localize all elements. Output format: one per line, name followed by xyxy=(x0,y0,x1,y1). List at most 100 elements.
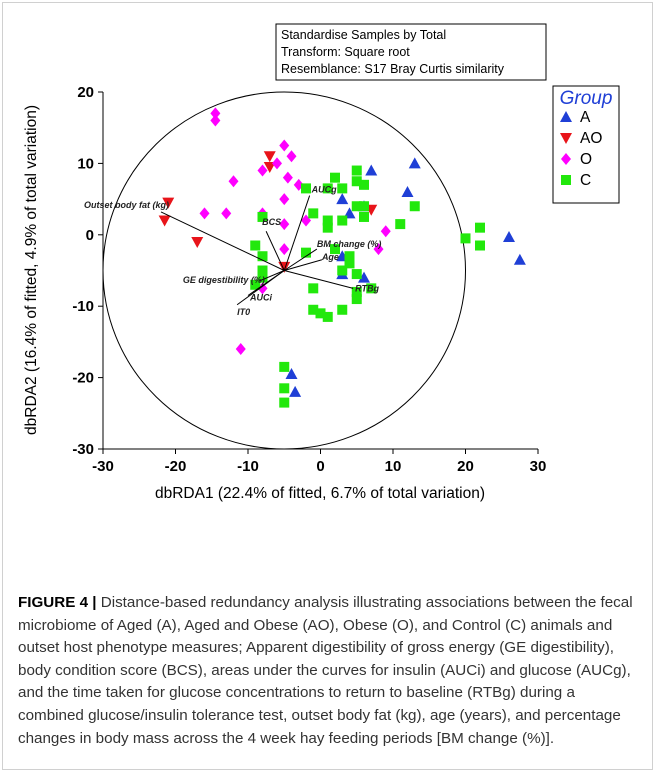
vector-label-aucg: AUCg xyxy=(311,185,337,195)
point-c xyxy=(475,240,485,251)
caption-text: Distance-based redundancy analysis illus… xyxy=(18,594,633,747)
figure-label: FIGURE 4 | xyxy=(18,594,97,611)
vector-rtbg xyxy=(284,270,354,289)
vector-label-auci: AUCi xyxy=(249,292,272,302)
point-c xyxy=(279,361,290,372)
point-c xyxy=(322,215,333,226)
annotation-line-2: Transform: Square root xyxy=(281,45,410,59)
annotation-box xyxy=(275,23,547,81)
point-o xyxy=(210,114,221,127)
point-o xyxy=(279,139,290,152)
point-o xyxy=(257,164,268,177)
point-a xyxy=(401,185,414,197)
point-ao xyxy=(263,161,276,173)
point-c xyxy=(257,251,268,262)
point-a xyxy=(513,253,526,265)
vector-label-ge-digestibility: GE digestibility (%) xyxy=(183,275,265,285)
point-c xyxy=(257,211,268,222)
vector-ge-digestibility xyxy=(258,270,285,282)
point-o xyxy=(286,150,297,163)
point-o xyxy=(228,175,239,188)
point-c xyxy=(351,286,362,297)
point-a xyxy=(285,368,298,380)
vector-label-bcs: BCS xyxy=(262,217,281,227)
legend-title: Group xyxy=(560,88,613,109)
point-c xyxy=(359,179,369,190)
vector-bm-change xyxy=(283,248,318,271)
legend-label-ao: AO xyxy=(580,130,602,147)
correlation-circle-layer xyxy=(102,91,466,450)
legend-marker-a xyxy=(560,111,572,122)
point-c xyxy=(257,272,268,283)
point-c xyxy=(301,247,311,258)
point-c xyxy=(330,244,340,255)
point-c xyxy=(395,219,406,230)
vector-label-outset-body-fat-kg: Outset body fat (kg) xyxy=(84,200,169,210)
point-ao xyxy=(162,197,175,209)
point-c xyxy=(337,215,348,226)
point-c xyxy=(337,304,348,315)
legend-entries: A AO OC xyxy=(560,109,602,189)
axis-ticks: -30 -20 -10 0 10 20 30 20 10 0 -10 -20 -30 xyxy=(72,84,546,475)
point-o xyxy=(380,225,391,238)
point-c xyxy=(257,265,268,276)
legend-marker-o xyxy=(561,153,571,165)
x-tick-label: 0 xyxy=(316,458,324,475)
point-c xyxy=(322,311,333,322)
point-c xyxy=(279,397,290,408)
point-o xyxy=(279,218,290,231)
point-c xyxy=(359,201,369,212)
point-a xyxy=(289,385,302,397)
point-c xyxy=(279,383,290,394)
point-a xyxy=(408,157,421,169)
point-o xyxy=(199,207,210,220)
x-tick-label: 10 xyxy=(385,458,402,475)
point-c xyxy=(308,304,319,315)
vector-label-rtbg: RTBg xyxy=(355,283,379,293)
vector-aucg xyxy=(283,195,311,271)
point-c xyxy=(344,251,355,262)
legend-marker-c xyxy=(561,175,571,185)
vector-bcs xyxy=(265,231,285,271)
x-tick-label: -30 xyxy=(92,458,114,475)
point-c xyxy=(315,308,326,319)
point-o xyxy=(272,157,282,170)
correlation-circle xyxy=(102,91,466,450)
y-tick-label: 0 xyxy=(86,227,94,244)
point-c xyxy=(250,279,261,290)
x-axis-label: dbRDA1 (22.4% of fitted, 6.7% of total v… xyxy=(155,485,485,502)
y-tick-label: 10 xyxy=(77,155,94,172)
annotation-line-1: Standardise Samples by Total xyxy=(281,28,446,42)
point-c xyxy=(359,211,369,222)
x-tick-label: -20 xyxy=(165,458,187,475)
point-c xyxy=(351,269,362,280)
point-c xyxy=(366,283,377,294)
point-c xyxy=(475,222,485,233)
point-a xyxy=(358,271,370,283)
point-a xyxy=(503,230,515,242)
point-c xyxy=(330,172,340,183)
point-ao xyxy=(158,215,171,227)
y-tick-label: 20 xyxy=(77,84,94,101)
point-c xyxy=(460,233,471,244)
legend-label-a: A xyxy=(580,109,591,126)
vector-outset-body-fat-kg xyxy=(160,211,285,271)
dbrda-plot: Standardise Samples by Total Transform: … xyxy=(23,23,620,502)
vector-label-age: Age xyxy=(321,252,339,262)
y-axis-label: dbRDA2 (16.4% of fitted, 4.9% of total v… xyxy=(23,105,40,435)
point-o xyxy=(210,107,221,120)
point-o xyxy=(373,243,384,256)
point-ao xyxy=(191,236,204,248)
point-c xyxy=(351,294,362,305)
vector-label-bm-change: BM change (%) xyxy=(317,239,382,249)
legend-label-c: C xyxy=(580,172,591,189)
x-tick-label: -10 xyxy=(237,458,259,475)
y-tick-label: -10 xyxy=(72,298,94,315)
data-points xyxy=(158,107,526,408)
legend-label-o: O xyxy=(580,151,592,168)
point-c xyxy=(322,183,333,194)
point-o xyxy=(279,193,290,206)
figure-caption: FIGURE 4 | Distance-based redundancy ana… xyxy=(18,592,640,750)
point-a xyxy=(365,164,378,176)
